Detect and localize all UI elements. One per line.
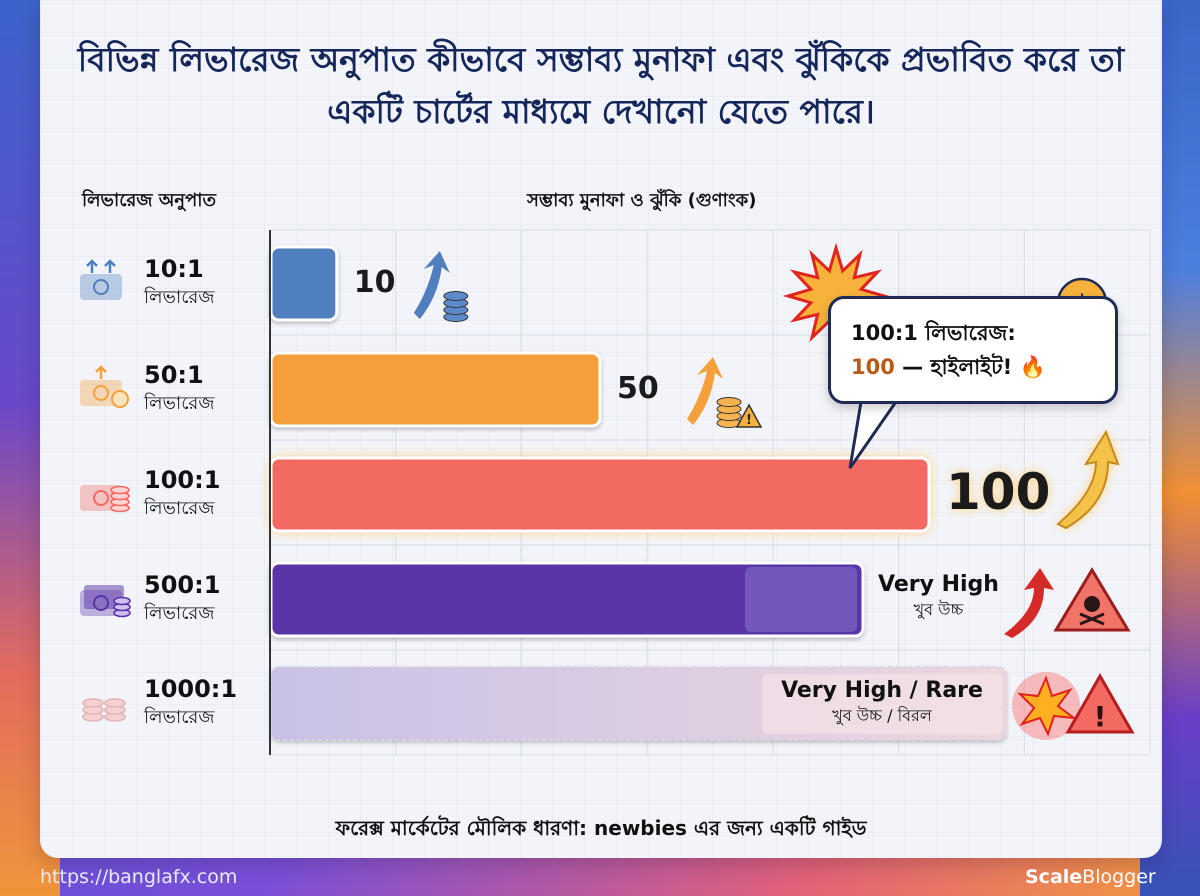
leverage-sublabel: লিভারেজ xyxy=(144,393,215,414)
coin-stack-icon xyxy=(82,698,126,722)
bar-overlay-texture xyxy=(745,567,857,632)
watermark-url: https://banglafx.com xyxy=(40,866,238,888)
highlight-callout: 100:1 লিভারেজ: 100 — হাইলাইট! 🔥 xyxy=(828,296,1118,404)
leverage-ratio-label: 50:1 xyxy=(144,361,204,389)
risk-label-en: Very High xyxy=(878,571,999,597)
leverage-sublabel: লিভারেজ xyxy=(144,707,215,728)
cash-coins-icon xyxy=(80,485,130,513)
explosion-warning-icon: ! xyxy=(1012,672,1135,740)
leverage-ratio-header: লিভারেজ অনুপাত xyxy=(82,190,216,211)
svg-text:!: ! xyxy=(1094,700,1107,733)
golden-arrow-icon xyxy=(1056,429,1120,530)
value-label-500-1: Very High খুব উচ্চ xyxy=(878,572,999,624)
brand-bold: Scale xyxy=(1025,866,1083,888)
value-label-100-1: 100 xyxy=(946,462,1051,521)
brand-watermark: ScaleBlogger xyxy=(1025,866,1156,888)
leverage-ratio-label: 10:1 xyxy=(144,255,204,283)
page-title: বিভিন্ন লিভারেজ অনুপাত কীভাবে সম্ভাব্য ম… xyxy=(77,40,1125,131)
callout-line2: 100 — হাইলাইট! 🔥 xyxy=(851,351,1046,386)
leverage-ratio-label: 500:1 xyxy=(144,571,221,599)
leverage-ratio-label: 1000:1 xyxy=(144,675,238,703)
leverage-sublabel: লিভারেজ xyxy=(144,498,215,519)
leverage-sublabel: লিভারেজ xyxy=(144,287,215,308)
cash-coin-icon xyxy=(80,365,129,408)
cash-stack-icon xyxy=(80,585,131,618)
bar-50-1 xyxy=(269,351,602,428)
chart-header: সম্ভাব্য মুনাফা ও ঝুঁকি (গুণাংক) xyxy=(527,190,757,211)
value-label-50-1: 50 xyxy=(617,370,659,406)
red-arrow-skull-warning-icon xyxy=(1004,567,1131,638)
svg-text:!: ! xyxy=(746,413,752,428)
value-label-10-1: 10 xyxy=(353,264,396,300)
leverage-ratio-label: 100:1 xyxy=(144,466,221,494)
bar-10-1 xyxy=(269,245,339,322)
risk-label-bn: খুব উচ্চ xyxy=(913,599,964,619)
risk-label-en: Very High / Rare xyxy=(781,677,983,703)
callout-text: — হাইলাইট! 🔥 xyxy=(894,355,1046,379)
footer-caption: ফরেক্স মার্কেটের মৌলিক ধারণা: newbies এর… xyxy=(335,816,867,840)
cash-up-icon xyxy=(80,259,122,300)
up-arrow-coins-icon xyxy=(413,251,469,322)
brand-light: Blogger xyxy=(1082,866,1156,888)
bar-100-1 xyxy=(269,456,931,533)
up-arrow-coins-warning-icon: ! xyxy=(687,357,763,428)
risk-label-bn: খুব উচ্চ / বিরল xyxy=(832,705,932,725)
callout-line1: 100:1 লিভারেজ: xyxy=(851,321,1016,345)
leverage-sublabel: লিভারেজ xyxy=(144,603,215,624)
callout-value: 100 xyxy=(851,355,895,379)
value-label-1000-1: Very High / Rare খুব উচ্চ / বিরল xyxy=(762,673,1002,734)
